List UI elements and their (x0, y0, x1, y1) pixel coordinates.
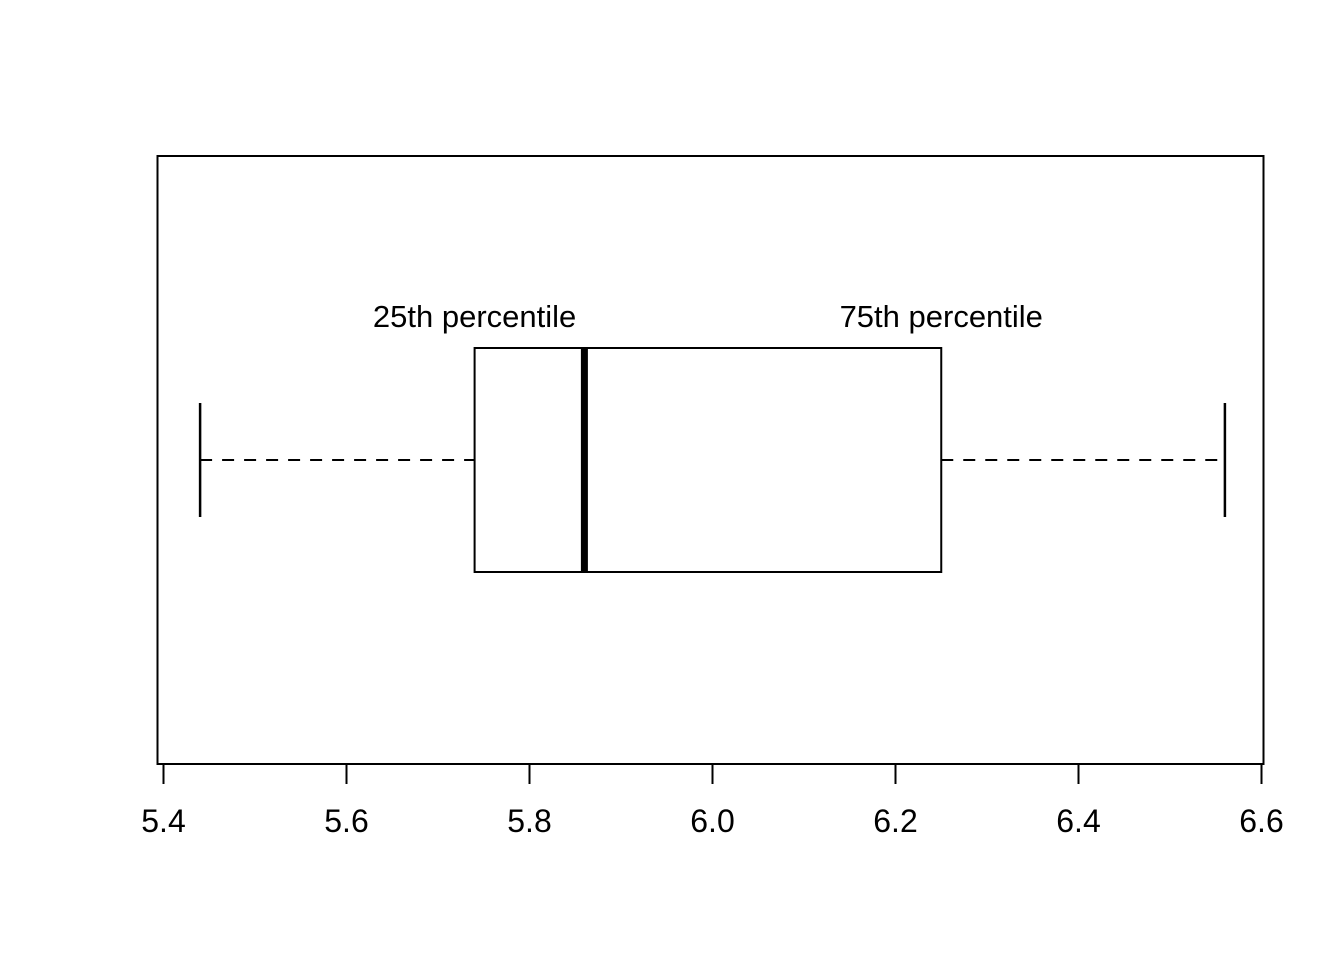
x-axis-tick-label: 6.4 (1056, 803, 1101, 839)
annotation-75th-percentile: 75th percentile (839, 299, 1043, 334)
iqr-box (473, 347, 943, 573)
x-axis-tick-label: 6.0 (690, 803, 735, 839)
x-axis-tick-label: 5.8 (507, 803, 552, 839)
x-axis-tick-label: 5.6 (324, 803, 369, 839)
x-axis-tick-label: 5.4 (141, 803, 186, 839)
plot-border (156, 155, 1265, 765)
x-axis-tick-label: 6.6 (1239, 803, 1284, 839)
x-axis-tick-label: 6.2 (873, 803, 918, 839)
annotation-25th-percentile: 25th percentile (372, 299, 577, 334)
